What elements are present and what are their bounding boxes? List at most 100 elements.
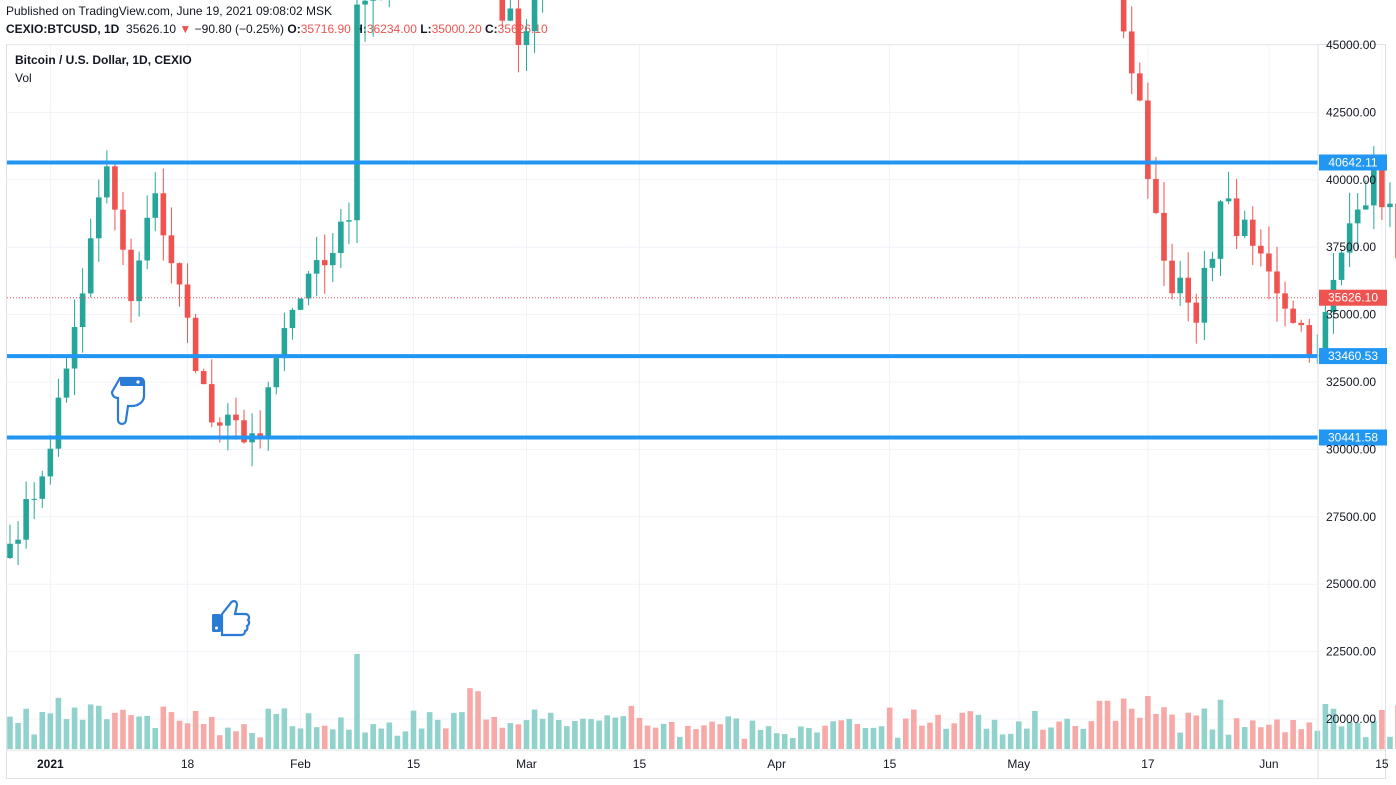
- volume-bar: [354, 654, 360, 749]
- volume-bar: [927, 722, 933, 749]
- last-price-label: 35626.10: [1328, 291, 1378, 305]
- x-tick-label: 18: [181, 757, 195, 771]
- candle-body: [1346, 223, 1353, 253]
- candle-body: [1274, 271, 1280, 294]
- volume-bar: [878, 726, 885, 749]
- last-price: 35626.10: [126, 22, 177, 36]
- volume-bar: [943, 728, 949, 749]
- volume-bar: [1072, 726, 1079, 749]
- candle-body: [1233, 198, 1240, 237]
- volume-bar: [418, 728, 425, 749]
- volume-bar: [822, 725, 828, 749]
- candle-body: [120, 209, 126, 250]
- candle-body: [104, 166, 110, 198]
- volume-bar: [555, 720, 562, 749]
- candle-body: [225, 414, 231, 426]
- volume-bar: [1233, 718, 1240, 749]
- volume-bar: [128, 715, 134, 749]
- candle-body: [1338, 252, 1345, 280]
- close-label: C:: [484, 22, 498, 36]
- volume-bar: [442, 728, 449, 749]
- volume-bar: [1387, 736, 1393, 749]
- volume-bar: [1040, 729, 1046, 749]
- volume-bar: [104, 719, 110, 749]
- volume-bar: [919, 725, 925, 749]
- candle-body: [217, 422, 223, 426]
- candle-body: [1290, 308, 1296, 323]
- volume-bar: [71, 707, 78, 749]
- volume-bar: [911, 709, 917, 749]
- volume-bar: [1249, 720, 1256, 749]
- volume-bar: [757, 729, 764, 749]
- volume-bar: [620, 716, 627, 749]
- volume-bar: [1096, 700, 1103, 749]
- volume-bar: [1379, 709, 1385, 749]
- y-tick-label: 40000.00: [1326, 173, 1376, 187]
- volume-bar: [523, 720, 530, 749]
- volume-bar: [547, 712, 554, 749]
- volume-bar: [789, 738, 796, 749]
- volume-bar: [862, 727, 869, 749]
- volume-bar: [572, 721, 578, 749]
- volume-bar: [394, 735, 401, 749]
- volume-bar: [1371, 721, 1377, 749]
- high-value: 36234.00: [366, 22, 417, 36]
- x-tick-label: 15: [1375, 757, 1389, 771]
- candle-body: [1298, 322, 1304, 326]
- candle-body: [112, 166, 118, 210]
- volume-bar: [636, 717, 643, 749]
- volume-bar: [491, 717, 497, 749]
- x-tick-label: Feb: [290, 757, 311, 771]
- candle-body: [305, 273, 312, 299]
- volume-bar: [55, 697, 62, 749]
- volume-bar: [176, 720, 183, 749]
- volume-bar: [652, 727, 659, 749]
- ohlc-header: CEXIO:BTCUSD, 1D 35626.10 ▼ −90.80 (−0.2…: [6, 22, 548, 36]
- volume-bar: [1177, 732, 1183, 749]
- volume-bar: [120, 709, 126, 749]
- candle-body: [55, 397, 62, 449]
- volume-bar: [1362, 737, 1369, 749]
- volume-bar: [870, 727, 877, 749]
- volume-bar: [1282, 732, 1288, 749]
- candle-body: [144, 217, 150, 261]
- volume-bar: [1346, 722, 1353, 749]
- volume-bar: [717, 724, 723, 749]
- x-tick-label: 2021: [37, 757, 64, 771]
- volume-bar: [1338, 726, 1345, 749]
- volume-bar: [677, 736, 683, 749]
- volume-bar: [281, 708, 288, 749]
- volume-bar: [1032, 710, 1038, 749]
- volume-bar: [588, 719, 594, 749]
- symbol-label: CEXIO:BTCUSD, 1D: [6, 22, 120, 36]
- x-tick-label: 15: [883, 757, 897, 771]
- level-lines: 35626.10 40642.11 33460.53 30441.58: [7, 154, 1387, 446]
- change-value: −90.80 (−0.25%): [194, 22, 285, 36]
- candle-body: [23, 499, 29, 540]
- candle-body: [257, 433, 263, 436]
- y-tick-label: 20000.00: [1326, 712, 1376, 726]
- volume-bar: [846, 718, 853, 749]
- volume-bar: [628, 705, 635, 749]
- volume-bar: [289, 726, 296, 749]
- low-label: L:: [420, 22, 432, 36]
- volume-bar: [854, 724, 861, 749]
- volume-bar: [451, 712, 457, 749]
- volume-bar: [814, 732, 820, 749]
- volume-bar: [1128, 708, 1135, 749]
- candle-body: [1209, 258, 1216, 268]
- volume-bar: [983, 728, 990, 749]
- volume-bar: [305, 713, 312, 749]
- candle-body: [1282, 293, 1288, 309]
- volume-bar: [1169, 714, 1175, 749]
- candle-body: [1153, 179, 1159, 213]
- x-tick-label: Apr: [767, 757, 786, 771]
- volume-bar: [507, 723, 514, 749]
- volume-bar: [1217, 699, 1224, 749]
- volume-bar: [168, 712, 175, 749]
- y-tick-label: 42500.00: [1326, 105, 1376, 119]
- level-tag: [1319, 429, 1387, 446]
- candle-body: [128, 249, 134, 302]
- candle-body: [321, 260, 328, 266]
